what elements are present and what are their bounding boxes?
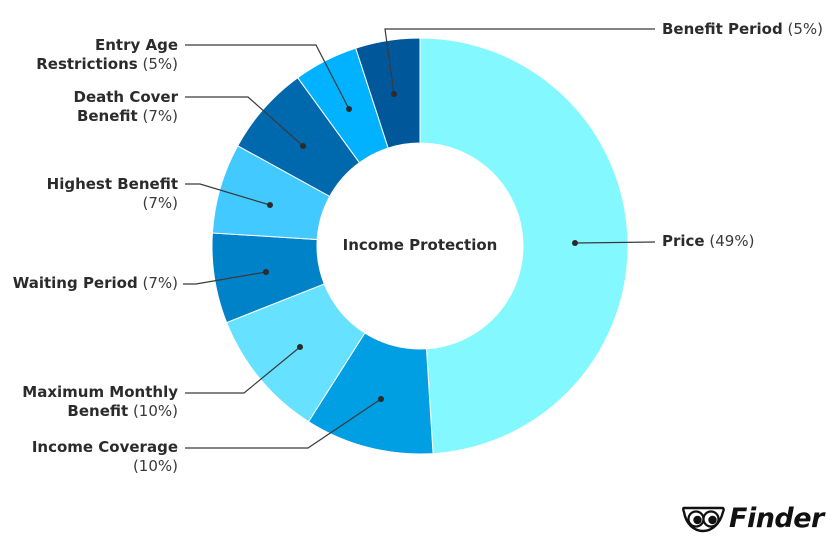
label-pct: (5%) [787,20,824,38]
donut-center-title: Income Protection [342,236,498,254]
label-text: Benefit [76,107,138,125]
leader-income-coverage [185,398,382,449]
label-pct: (5%) [142,55,178,73]
slice-benefit-period [355,37,421,149]
leader-dots [263,91,578,402]
label-price: Price (49%) [662,232,754,251]
finder-logo: Finder [682,503,824,534]
label-text: Income Coverage [31,438,178,456]
label-max-monthly: Maximum Monthly Benefit (10%) [22,383,178,421]
label-text: Restrictions [36,55,138,73]
label-death-cover: Death Cover Benefit (7%) [74,88,178,126]
leader-waiting-period [183,271,267,285]
label-pct: (49%) [709,232,755,250]
label-pct: (10%) [132,457,178,475]
leader-death-cover [185,96,304,147]
leader-lines [183,28,656,449]
label-entry-age: Entry Age Restrictions (5%) [36,36,178,74]
leader-max-monthly [185,346,301,394]
finder-wordmark: Finder [729,503,824,534]
label-text: Maximum Monthly [22,383,178,401]
donut-slices [211,37,629,455]
label-pct: (7%) [142,107,178,125]
leader-highest-benefit [185,183,271,206]
label-text: Benefit [67,402,129,420]
label-highest-benefit: Highest Benefit (7%) [47,175,178,213]
label-benefit-period: Benefit Period (5%) [662,20,823,39]
label-income-coverage: Income Coverage (10%) [32,438,178,476]
label-text: Price [662,232,705,250]
leader-entry-age [185,44,350,110]
label-text: Death Cover [73,88,178,106]
label-text: Entry Age [94,36,178,54]
label-text: Benefit Period [662,20,783,38]
finder-eyes-icon [682,506,725,532]
label-pct: (10%) [132,402,178,420]
slice-price [419,37,629,455]
label-pct: (7%) [142,274,178,292]
label-waiting-period: Waiting Period (7%) [13,274,178,293]
leader-price [574,241,656,244]
label-pct: (7%) [142,194,178,212]
label-text: Waiting Period [12,274,138,292]
label-text: Highest Benefit [46,175,178,193]
leader-benefit-period [384,28,655,95]
